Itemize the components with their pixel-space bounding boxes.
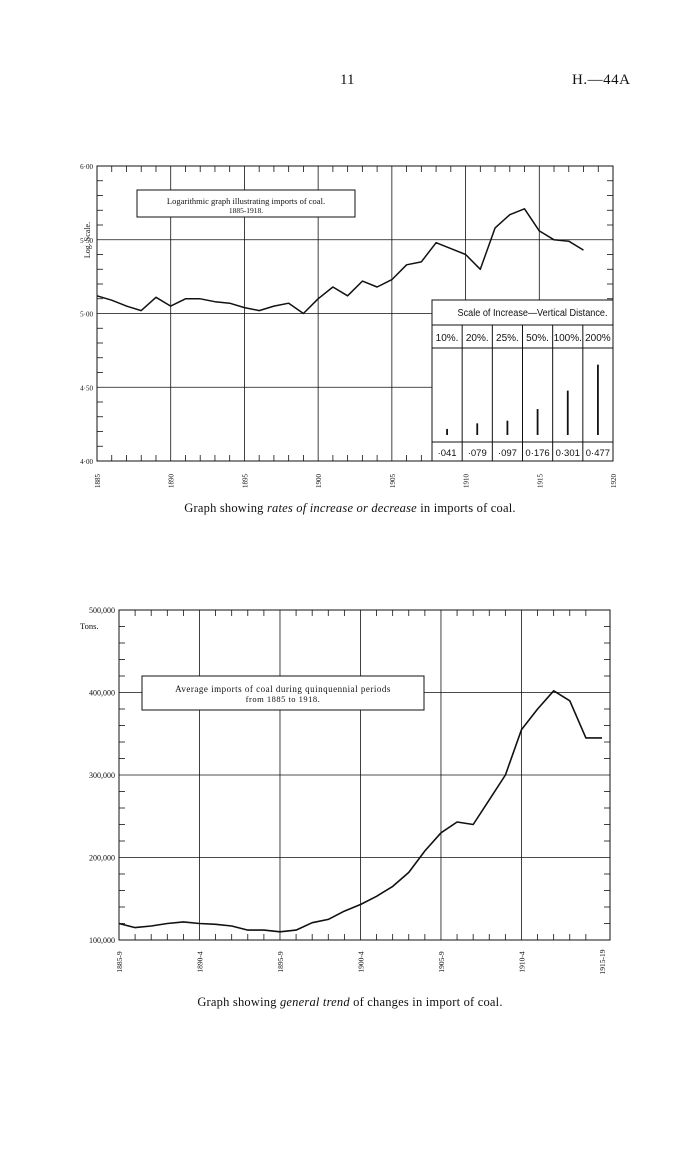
x-tick-label: 1895-9 (276, 951, 285, 972)
page-number: 11 (340, 72, 355, 88)
y-axis-label: Log. Scale. (83, 222, 92, 258)
trend-chart: 100,000 200,000 300,000 400,000 500,000 1885-… (80, 606, 611, 975)
y-tick-label: 4·50 (80, 384, 93, 392)
x-tick-label: 1885-9 (115, 951, 124, 972)
x-tick-label: 1890-4 (195, 951, 204, 972)
y-tick-label: 5·50 (80, 237, 93, 245)
chart-title: Average imports of coal during quinquenn… (175, 684, 391, 694)
y-axis-unit-label: Tons. (80, 621, 99, 631)
y-tick-label: 200,000 (89, 854, 115, 863)
chart-subtitle: 1885-1918. (229, 206, 263, 215)
x-tick-label: 1900-4 (356, 951, 365, 972)
y-tick-label: 400,000 (89, 689, 115, 698)
chart-subtitle: from 1885 to 1918. (246, 694, 321, 704)
x-tick-label: 1885 (94, 474, 102, 489)
x-tick-label: 1905-9 (437, 951, 446, 972)
scale-percent-label: 20%. (466, 333, 489, 344)
x-tick-label: 1905 (389, 474, 397, 489)
scale-percent-label: 200% (585, 333, 611, 344)
scale-value-label: 0·176 (525, 448, 549, 459)
y-tick-label: 5·00 (80, 311, 93, 319)
scale-value-label: 0·301 (556, 448, 580, 459)
scale-percent-label: 100%. (554, 333, 582, 344)
coal-imports-log-line (96, 208, 584, 315)
bottom-chart-caption: Graph showing general trend of changes i… (197, 995, 503, 1009)
scale-percent-label: 25%. (496, 333, 519, 344)
y-tick-label: 6·00 (80, 163, 93, 171)
scale-legend: Scale of Increase—Vertical Distance. 10%.… (431, 299, 614, 462)
scale-value-label: ·041 (438, 448, 457, 459)
x-tick-label: 1890 (168, 474, 176, 489)
scale-value-label: ·097 (498, 448, 517, 459)
title-box (141, 675, 425, 711)
y-tick-label: 500,000 (89, 606, 115, 615)
scale-percent-label: 50%. (526, 333, 549, 344)
x-tick-label: 1900 (315, 474, 323, 489)
x-tick-label: 1910 (463, 474, 471, 489)
title-box (136, 189, 356, 218)
coal-imports-trend-line (118, 690, 602, 933)
x-tick-label: 1915 (536, 474, 544, 489)
x-tick-label: 1910-4 (517, 951, 526, 972)
scale-percent-label: 10%. (436, 333, 459, 344)
y-tick-label: 100,000 (89, 936, 115, 945)
x-tick-label: 1895 (241, 474, 249, 489)
top-chart-caption: Graph showing rates of increase or decre… (184, 501, 516, 515)
log-chart: 4·00 4·50 5·00 5·50 6·00 1885 1890 1895 1900 1905… (80, 163, 618, 489)
page-header: 11 H.—44A (0, 72, 700, 94)
y-tick-label: 300,000 (89, 771, 115, 780)
x-tick-label: 1920 (610, 474, 618, 489)
page-code: H.—44A (572, 72, 631, 88)
chart-title: Logarithmic graph illustrating imports o… (167, 196, 325, 206)
y-tick-label: 4·00 (80, 458, 93, 466)
x-tick-label: 1915-19 (598, 949, 607, 974)
scale-legend-title: Scale of Increase—Vertical Distance. (458, 308, 608, 319)
scale-value-label: 0·477 (586, 448, 610, 459)
scale-value-label: ·079 (468, 448, 487, 459)
